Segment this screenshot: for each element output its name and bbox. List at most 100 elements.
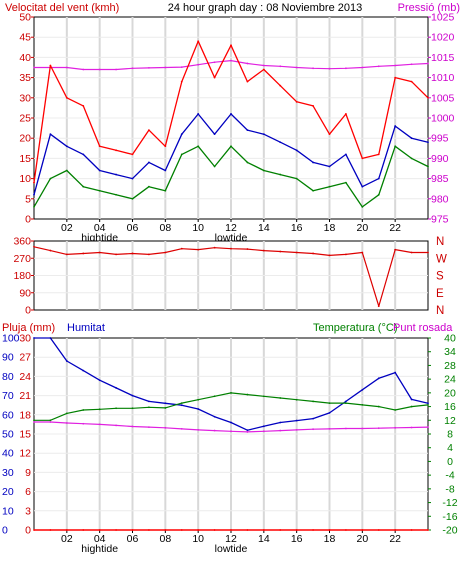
- y-tick-label: 10: [19, 173, 31, 185]
- y-tick-label: 25: [19, 113, 31, 125]
- temperature-line-point: [65, 412, 68, 415]
- temperature-tick-label: 20: [444, 387, 456, 399]
- average-line-point: [82, 153, 85, 156]
- average-line-point: [394, 125, 397, 127]
- dew-point-line-point: [148, 426, 150, 429]
- wind-speed-axis-label: Velocitat del vent (kmh): [5, 2, 119, 14]
- direction-line-point: [279, 250, 282, 253]
- direction-line-point: [180, 247, 183, 250]
- temperature-line-point: [131, 407, 134, 410]
- pressure-line-point: [131, 67, 134, 70]
- temperature-tick-label: 8: [447, 429, 453, 441]
- pressure-line-point: [148, 67, 150, 69]
- humidity-line-point: [377, 377, 380, 380]
- average-line-point: [230, 113, 232, 115]
- gust-line-point: [197, 40, 200, 43]
- direction-line-point: [131, 252, 134, 255]
- direction-series: [33, 245, 429, 308]
- wind-line-point: [213, 165, 216, 168]
- gust-line-point: [427, 96, 429, 99]
- pressure-line-point: [98, 68, 101, 71]
- gust-line-point: [115, 149, 117, 152]
- pressure-line-point: [213, 61, 216, 64]
- wind-line-point: [427, 165, 429, 168]
- dew-point-line-point: [82, 422, 85, 425]
- x-tick-label: 10: [192, 222, 204, 234]
- temperature-line-point: [98, 408, 101, 411]
- pressure-line-point: [230, 59, 232, 62]
- humidity-tick-label: 30: [2, 467, 14, 479]
- rain-line-point: [295, 529, 298, 531]
- gust-line-point: [410, 80, 413, 83]
- gust-line-point: [328, 133, 331, 136]
- tide-note: hightide: [81, 543, 118, 555]
- temperature-tick-label: 16: [444, 401, 456, 413]
- humidity-line-point: [279, 421, 282, 424]
- y-tick-label: 180: [13, 270, 31, 282]
- rain-line-point: [33, 529, 35, 531]
- climate-tide-notes: hightide lowtide: [81, 543, 247, 555]
- humidity-tick-label: 50: [2, 429, 14, 441]
- temperature-line-point: [345, 402, 347, 405]
- humidity-axis-label: Humitat: [67, 322, 105, 334]
- gust-line-point: [361, 157, 364, 160]
- x-tick-label: 10: [192, 533, 204, 545]
- x-tick-label: 20: [356, 222, 368, 234]
- pressure-line-point: [197, 63, 200, 66]
- y-tick-label: 1010: [431, 72, 455, 84]
- average-line-point: [295, 149, 298, 152]
- temperature-tick-label: 28: [444, 360, 456, 372]
- rain-ticks: 0 3 6 9 12 15 18 21 24 27 30: [19, 333, 31, 537]
- rain-tick-label: 6: [25, 486, 31, 498]
- rain-line-point: [410, 529, 413, 531]
- wind-line-point: [65, 169, 68, 172]
- average-line-point: [377, 177, 380, 180]
- climate-series: [33, 337, 429, 531]
- humidity-line-point: [197, 408, 200, 410]
- y-tick-label: 90: [19, 287, 31, 299]
- humidity-line-point: [33, 337, 35, 339]
- humidity-tick-label: 0: [2, 525, 8, 537]
- wind-speed-ticks: 0 5 10 15 20 25 30 35 40 45 50: [19, 12, 34, 226]
- dew-point-line-point: [377, 427, 380, 430]
- humidity-tick-label: 80: [2, 371, 14, 383]
- humidity-line-point: [361, 388, 364, 391]
- pressure-line-point: [33, 66, 35, 69]
- direction-line-point: [49, 249, 52, 252]
- temperature-tick-label: 24: [444, 374, 456, 386]
- x-tick-label: 14: [258, 533, 270, 545]
- pressure-axis-label: Pressió (mb): [398, 2, 460, 14]
- gust-line-point: [377, 153, 380, 156]
- rain-line-point: [197, 529, 200, 531]
- humidity-line-point: [49, 337, 52, 339]
- x-tick-label: 16: [291, 222, 303, 234]
- pressure-line-point: [82, 68, 85, 71]
- x-tick-label: 06: [127, 533, 139, 545]
- x-tick-label: 14: [258, 222, 270, 234]
- humidity-line-point: [164, 402, 167, 405]
- wind-line-point: [115, 193, 117, 196]
- pressure-line-point: [246, 62, 249, 65]
- dew-point-line-point: [328, 427, 331, 430]
- wind-line-point: [345, 181, 347, 184]
- rain-tick-label: 9: [25, 467, 31, 479]
- direction-line-point: [98, 251, 101, 254]
- y-tick-label: 980: [431, 193, 449, 205]
- humidity-tick-label: 40: [2, 448, 14, 460]
- wind-line-point: [98, 189, 101, 192]
- gust-line-point: [131, 153, 134, 156]
- rain-line-point: [427, 529, 429, 531]
- dew-point-line-point: [427, 426, 429, 429]
- wind-line-point: [377, 193, 380, 196]
- humidity-line-point: [131, 394, 134, 397]
- y-tick-label: 20: [19, 133, 31, 145]
- dew-point-line-point: [33, 421, 35, 423]
- y-tick-label: 360: [13, 236, 31, 248]
- x-tick-label: 04: [94, 533, 106, 545]
- rain-tick-label: 21: [19, 390, 31, 402]
- direction-line-point: [427, 251, 429, 254]
- dew-point-line-point: [361, 427, 364, 430]
